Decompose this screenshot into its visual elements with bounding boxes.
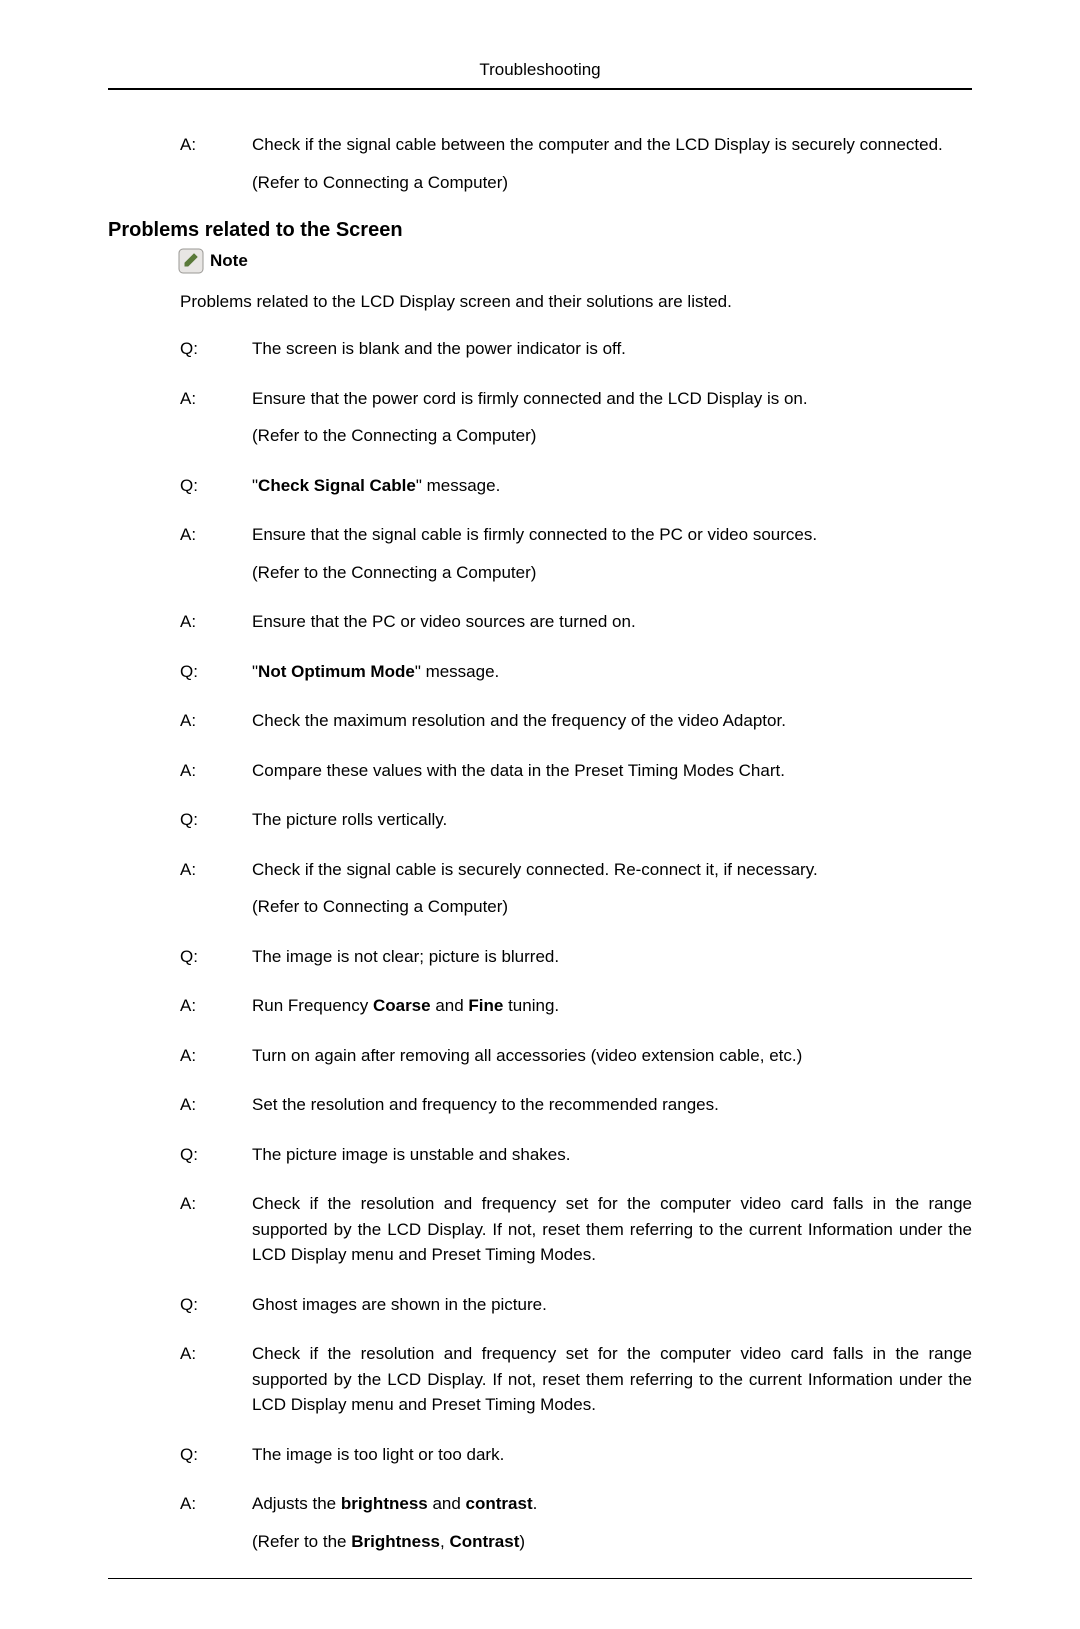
qa-text: "Not Optimum Mode" message. xyxy=(252,659,972,685)
qa-label: Q: xyxy=(108,473,252,499)
qa-row: A:Turn on again after removing all acces… xyxy=(108,1043,972,1069)
qa-text: Check if the resolution and frequency se… xyxy=(252,1341,972,1418)
qa-row: A:Check if the signal cable between the … xyxy=(108,132,972,195)
qa-subtext: (Refer to the Connecting a Computer) xyxy=(252,560,972,586)
qa-text: The screen is blank and the power indica… xyxy=(252,336,972,362)
qa-row: Q:The image is not clear; picture is blu… xyxy=(108,944,972,970)
qa-row: A:Ensure that the PC or video sources ar… xyxy=(108,609,972,635)
note-pencil-icon xyxy=(178,248,204,274)
qa-row: Q:The image is too light or too dark. xyxy=(108,1442,972,1468)
qa-row: Q:The screen is blank and the power indi… xyxy=(108,336,972,362)
qa-label: A: xyxy=(108,386,252,449)
qa-row: A:Check if the resolution and frequency … xyxy=(108,1341,972,1418)
qa-row: Q:Ghost images are shown in the picture. xyxy=(108,1292,972,1318)
qa-text: Check if the signal cable between the co… xyxy=(252,132,972,195)
qa-text: Ensure that the signal cable is firmly c… xyxy=(252,522,972,585)
qa-row: Q:The picture rolls vertically. xyxy=(108,807,972,833)
qa-text: The picture image is unstable and shakes… xyxy=(252,1142,972,1168)
qa-label: A: xyxy=(108,522,252,585)
qa-label: A: xyxy=(108,1341,252,1418)
qa-label: A: xyxy=(108,132,252,195)
qa-row: Q:"Not Optimum Mode" message. xyxy=(108,659,972,685)
qa-label: A: xyxy=(108,993,252,1019)
page-header: Troubleshooting xyxy=(108,60,972,90)
qa-label: A: xyxy=(108,708,252,734)
qa-row: Q:"Check Signal Cable" message. xyxy=(108,473,972,499)
section-heading: Problems related to the Screen xyxy=(108,219,972,242)
qa-row: A:Check the maximum resolution and the f… xyxy=(108,708,972,734)
qa-subtext: (Refer to the Brightness, Contrast) xyxy=(252,1529,972,1555)
qa-text: Turn on again after removing all accesso… xyxy=(252,1043,972,1069)
qa-label: A: xyxy=(108,1491,252,1554)
qa-subtext: (Refer to Connecting a Computer) xyxy=(252,894,972,920)
qa-text: Run Frequency Coarse and Fine tuning. xyxy=(252,993,972,1019)
qa-list: Q:The screen is blank and the power indi… xyxy=(108,336,972,1554)
qa-text: Ensure that the power cord is firmly con… xyxy=(252,386,972,449)
qa-text: Ghost images are shown in the picture. xyxy=(252,1292,972,1318)
qa-label: A: xyxy=(108,1191,252,1268)
page-container: Troubleshooting A:Check if the signal ca… xyxy=(0,0,1080,1629)
qa-row: A:Run Frequency Coarse and Fine tuning. xyxy=(108,993,972,1019)
qa-label: Q: xyxy=(108,807,252,833)
qa-text: Check the maximum resolution and the fre… xyxy=(252,708,972,734)
qa-row: A:Check if the signal cable is securely … xyxy=(108,857,972,920)
qa-label: A: xyxy=(108,758,252,784)
qa-label: Q: xyxy=(108,1442,252,1468)
qa-text: Set the resolution and frequency to the … xyxy=(252,1092,972,1118)
top-qa-list: A:Check if the signal cable between the … xyxy=(108,132,972,195)
qa-row: Q:The picture image is unstable and shak… xyxy=(108,1142,972,1168)
section-intro: Problems related to the LCD Display scre… xyxy=(108,292,972,312)
qa-label: A: xyxy=(108,1043,252,1069)
qa-label: Q: xyxy=(108,336,252,362)
qa-text: The image is too light or too dark. xyxy=(252,1442,972,1468)
qa-label: A: xyxy=(108,1092,252,1118)
qa-subtext: (Refer to the Connecting a Computer) xyxy=(252,423,972,449)
qa-row: A:Ensure that the signal cable is firmly… xyxy=(108,522,972,585)
note-row: Note xyxy=(108,248,972,274)
qa-row: A:Set the resolution and frequency to th… xyxy=(108,1092,972,1118)
qa-text: Check if the resolution and frequency se… xyxy=(252,1191,972,1268)
qa-label: Q: xyxy=(108,1142,252,1168)
qa-text: Check if the signal cable is securely co… xyxy=(252,857,972,920)
qa-text: Ensure that the PC or video sources are … xyxy=(252,609,972,635)
qa-label: Q: xyxy=(108,1292,252,1318)
qa-label: A: xyxy=(108,609,252,635)
qa-subtext: (Refer to Connecting a Computer) xyxy=(252,170,972,196)
qa-label: Q: xyxy=(108,944,252,970)
qa-text: The image is not clear; picture is blurr… xyxy=(252,944,972,970)
qa-text: Adjusts the brightness and contrast.(Ref… xyxy=(252,1491,972,1554)
qa-text: Compare these values with the data in th… xyxy=(252,758,972,784)
qa-text: "Check Signal Cable" message. xyxy=(252,473,972,499)
qa-row: A:Ensure that the power cord is firmly c… xyxy=(108,386,972,449)
qa-text: The picture rolls vertically. xyxy=(252,807,972,833)
qa-label: A: xyxy=(108,857,252,920)
qa-row: A:Check if the resolution and frequency … xyxy=(108,1191,972,1268)
qa-row: A:Compare these values with the data in … xyxy=(108,758,972,784)
note-label: Note xyxy=(210,251,248,271)
qa-label: Q: xyxy=(108,659,252,685)
qa-row: A:Adjusts the brightness and contrast.(R… xyxy=(108,1491,972,1554)
footer-rule xyxy=(108,1578,972,1579)
